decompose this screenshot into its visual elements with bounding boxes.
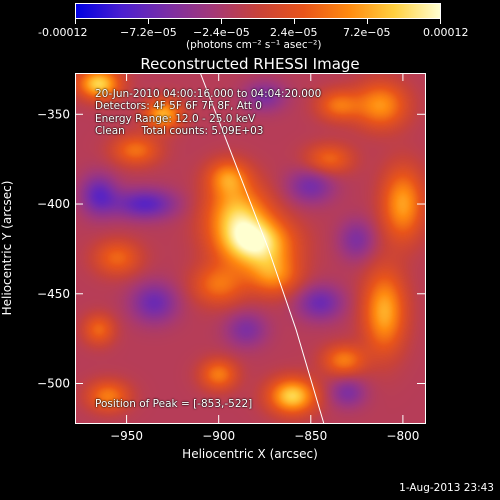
colorbar-tick-label: 2.4e−05 — [270, 26, 318, 39]
heatmap-plot-area: 20-Jun-2010 04:00:16.000 to 04:04:20.000… — [75, 73, 425, 423]
x-tick-label: −850 — [294, 429, 327, 443]
colorbar — [75, 3, 441, 19]
x-tick-label: −900 — [202, 429, 235, 443]
chart-title: Reconstructed RHESSI Image — [140, 55, 360, 73]
colorbar-tick-label: −2.4e−05 — [193, 26, 250, 39]
colorbar-tick-label: −7.2e−05 — [120, 26, 177, 39]
y-tick-label: −350 — [37, 107, 70, 121]
colorbar-tick-label: 0.00012 — [423, 26, 469, 39]
x-tick-label: −800 — [386, 429, 419, 443]
colorbar-ticks — [75, 19, 441, 25]
method-counts-annotation: Clean Total counts: 5.09E+03 — [95, 125, 264, 137]
y-tick-label: −450 — [37, 287, 70, 301]
y-axis-label: Heliocentric Y (arcsec) — [0, 180, 14, 316]
colorbar-unit-label: (photons cm⁻² s⁻¹ asec⁻²) — [186, 39, 322, 51]
detectors-annotation: Detectors: 4F 5F 6F 7F 8F, Att 0 — [95, 100, 262, 112]
x-axis-label: Heliocentric X (arcsec) — [182, 447, 318, 461]
x-tick-label: −950 — [110, 429, 143, 443]
colorbar-gradient — [76, 4, 440, 18]
energy-range-annotation: Energy Range: 12.0 - 25.0 keV — [95, 113, 256, 125]
y-tick-label: −400 — [37, 197, 70, 211]
time-range-annotation: 20-Jun-2010 04:00:16.000 to 04:04:20.000 — [95, 88, 322, 100]
colorbar-tick-label: 7.2e−05 — [343, 26, 391, 39]
y-tick-label: −500 — [37, 377, 70, 391]
peak-position-annotation: Position of Peak = [-853,-522] — [95, 398, 253, 410]
timestamp: 1-Aug-2013 23:43 — [399, 482, 494, 494]
colorbar-tick-label: -0.00012 — [38, 26, 88, 39]
